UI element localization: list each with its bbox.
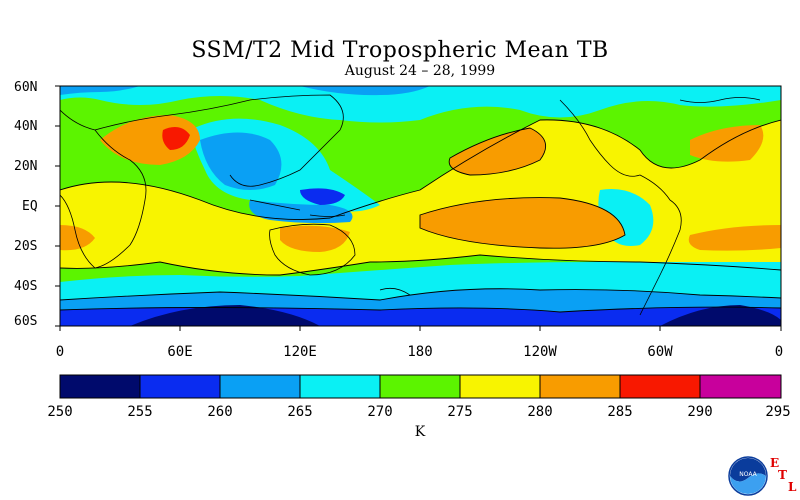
colorbar-tick-295: 295 — [765, 404, 791, 420]
lat-label-eq: EQ — [22, 199, 38, 214]
colorbar-bin-260-265 — [220, 375, 300, 398]
lat-label-40s: 40S — [14, 279, 38, 294]
colorbar-tick-270: 270 — [367, 404, 393, 420]
colorbar-tick-290: 290 — [687, 404, 713, 420]
lat-label-60s: 60S — [14, 314, 38, 329]
contour-285-tibet — [162, 126, 190, 150]
colorbar-bin-255-260 — [140, 375, 220, 398]
etl-letter-l: L — [788, 480, 797, 494]
contour-280-south-atlantic — [688, 225, 781, 251]
colorbar-tick-250: 250 — [47, 404, 73, 420]
map-subtitle: August 24 – 28, 1999 — [344, 63, 496, 79]
colorbar — [59, 374, 782, 399]
lat-label-40n: 40N — [14, 119, 38, 134]
contour-250-antarctic-1 — [130, 305, 320, 326]
etl-letter-t: T — [778, 468, 787, 482]
contour-260-arctic — [60, 86, 430, 96]
lat-label-60n: 60N — [14, 80, 38, 95]
contour-280-south-pacific — [420, 197, 625, 249]
colorbar-bin-275-280 — [460, 375, 540, 398]
lon-label-60e: 60E — [167, 344, 193, 360]
lon-ticks — [59, 326, 782, 331]
contour-280-australia — [280, 225, 350, 252]
colorbar-bin-270-275 — [380, 375, 460, 398]
lon-label-0-east: 0 — [774, 344, 784, 360]
temperature-field — [60, 86, 781, 326]
svg-text:NOAA: NOAA — [739, 471, 757, 478]
lat-label-20n: 20N — [14, 159, 38, 174]
lon-label-120w: 120W — [523, 344, 557, 360]
contour-260-north-pacific — [200, 132, 282, 190]
lon-label-60w: 60W — [647, 344, 673, 360]
contour-255-pacific-warm-pool — [300, 188, 345, 205]
colorbar-tick-260: 260 — [207, 404, 233, 420]
contour-lines — [60, 119, 781, 313]
lon-label-180: 180 — [407, 344, 433, 360]
contour-260-indonesia — [249, 200, 353, 224]
lat-label-20s: 20S — [14, 239, 38, 254]
colorbar-tick-255: 255 — [127, 404, 153, 420]
contour-280-north-atlantic — [690, 125, 764, 162]
contour-250-antarctic-2 — [660, 305, 781, 326]
coastlines — [60, 94, 761, 316]
etl-letter-e: E — [770, 456, 780, 470]
colorbar-bin-265-270 — [300, 375, 380, 398]
colorbar-bin-285-290 — [620, 375, 700, 398]
colorbar-tick-285: 285 — [607, 404, 633, 420]
map-title: SSM/T2 Mid Tropospheric Mean TB — [191, 38, 609, 63]
lon-label-120e: 120E — [283, 344, 317, 360]
lon-label-0: 0 — [55, 344, 65, 360]
noaa-logo-icon: NOAA — [728, 456, 768, 496]
colorbar-tick-275: 275 — [447, 404, 473, 420]
colorbar-tick-280: 280 — [527, 404, 553, 420]
contour-265-north — [60, 86, 781, 123]
colorbar-bin-250-255 — [60, 375, 140, 398]
colorbar-bin-280-285 — [540, 375, 620, 398]
lat-ticks — [55, 85, 60, 327]
contour-280-north-pacific — [449, 128, 546, 175]
contour-280-south-atlantic-west — [60, 225, 95, 251]
colorbar-tick-265: 265 — [287, 404, 313, 420]
colorbar-unit-label: K — [414, 424, 426, 440]
colorbar-bin-290-295 — [700, 375, 781, 398]
